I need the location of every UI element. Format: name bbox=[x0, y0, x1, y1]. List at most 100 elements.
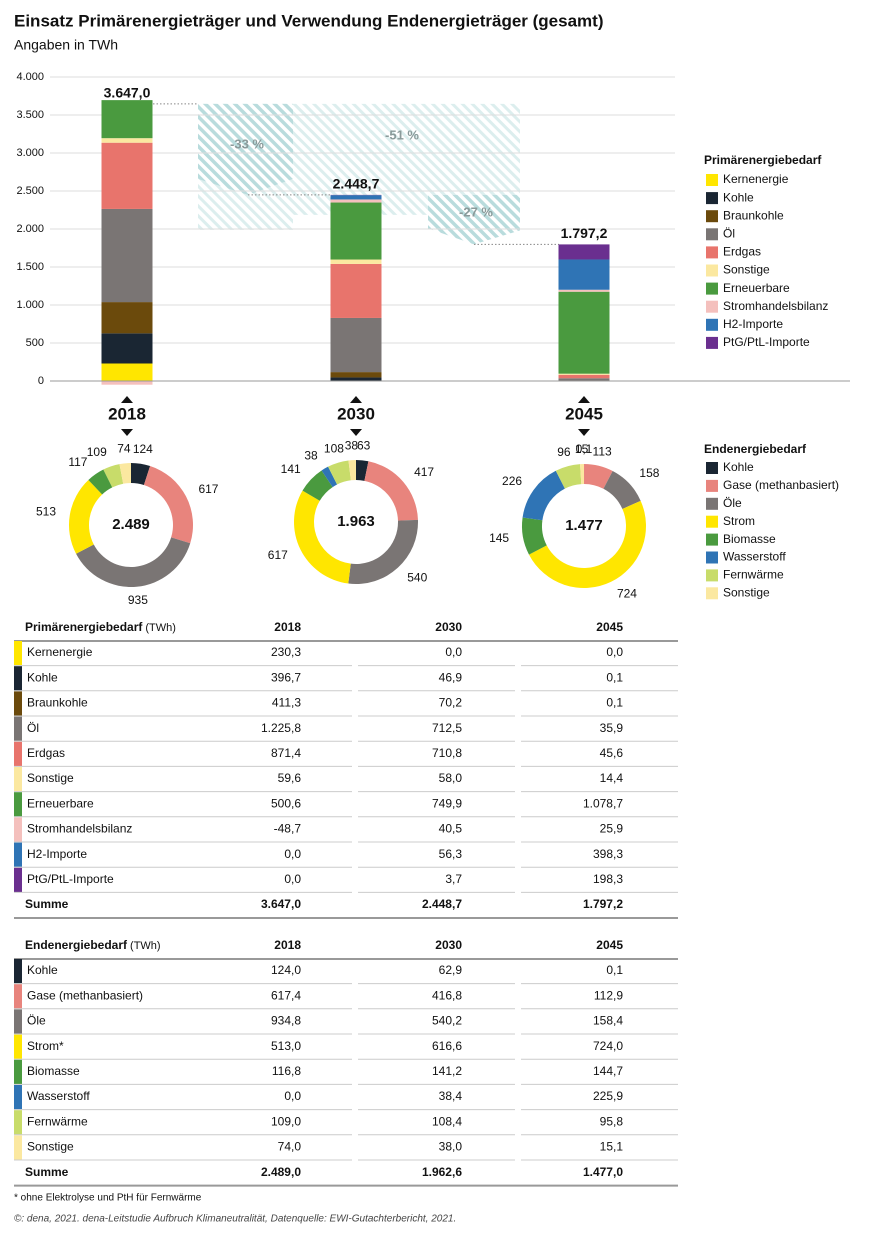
row-label: Öle bbox=[27, 1014, 46, 1028]
table-cell: 158,4 bbox=[593, 1014, 623, 1028]
bar-segment bbox=[101, 208, 153, 303]
y-tick-label: 3.000 bbox=[16, 147, 44, 159]
bar-segment bbox=[330, 377, 382, 381]
donut-segment bbox=[584, 464, 613, 489]
donut-segment bbox=[364, 461, 418, 521]
table-cell: 70,2 bbox=[439, 696, 463, 710]
donut-segment bbox=[348, 460, 356, 481]
bar-segment bbox=[558, 259, 610, 290]
bar-segment bbox=[330, 372, 382, 378]
bar-segment bbox=[558, 291, 610, 374]
annotation: -51 % bbox=[385, 127, 419, 142]
row-label: Fernwärme bbox=[27, 1114, 88, 1128]
table-title: Primärenergiebedarf (TWh) bbox=[25, 620, 176, 634]
donut-segment bbox=[88, 469, 113, 495]
table-cell: 724,0 bbox=[593, 1039, 623, 1053]
table-cell: 398,3 bbox=[593, 847, 623, 861]
legend-label: Erdgas bbox=[723, 245, 761, 259]
total-label: 1.797,2 bbox=[561, 225, 608, 241]
row-label: PtG/PtL-Importe bbox=[27, 872, 114, 886]
donut-value-label: 117 bbox=[68, 455, 87, 469]
table-cell: 3.647,0 bbox=[261, 897, 301, 911]
table-title-text: Endenergiebedarf bbox=[25, 938, 128, 952]
table-cell: 617,4 bbox=[271, 988, 301, 1002]
table-cell: 0,1 bbox=[606, 670, 623, 684]
row-label: Sonstige bbox=[27, 1140, 74, 1154]
table-cell: 712,5 bbox=[432, 721, 462, 735]
table-unit: (TWh) bbox=[145, 622, 176, 634]
legend-label: Strom bbox=[723, 514, 755, 528]
table-cell: 0,0 bbox=[445, 645, 462, 659]
row-swatch bbox=[14, 1059, 22, 1084]
row-label: Summe bbox=[25, 1165, 69, 1179]
donut-segment bbox=[356, 460, 369, 481]
row-swatch bbox=[14, 817, 22, 842]
legend-swatch bbox=[706, 479, 718, 492]
bar-segment bbox=[101, 302, 153, 334]
donut-segment bbox=[555, 464, 582, 489]
annotation: -33 % bbox=[230, 136, 264, 151]
legend-label: Wasserstoff bbox=[723, 550, 786, 564]
column-header: 2018 bbox=[274, 620, 301, 634]
row-swatch bbox=[14, 842, 22, 867]
legend-label: Fernwärme bbox=[723, 568, 784, 582]
table-cell: 46,9 bbox=[439, 670, 463, 684]
table-cell: 411,3 bbox=[272, 696, 301, 710]
row-label: Sonstige bbox=[27, 771, 74, 785]
table-cell: 0,0 bbox=[606, 645, 623, 659]
y-tick-label: 1.000 bbox=[16, 299, 44, 311]
donut-segment bbox=[302, 470, 333, 501]
table-cell: 74,0 bbox=[278, 1140, 302, 1154]
row-label: H2-Importe bbox=[27, 847, 87, 861]
table-cell: 513,0 bbox=[271, 1039, 301, 1053]
row-swatch bbox=[14, 767, 22, 792]
table-unit: (TWh) bbox=[130, 940, 161, 952]
donut-value-label: 0,1 bbox=[576, 442, 593, 456]
legend-swatch bbox=[706, 264, 718, 277]
donut-value-label: 38 bbox=[304, 449, 318, 463]
table-cell: 124,0 bbox=[271, 963, 301, 977]
table-cell: 59,6 bbox=[278, 771, 302, 785]
table-cell: -48,7 bbox=[274, 822, 302, 836]
table-cell: 540,2 bbox=[432, 1014, 462, 1028]
legend-label: Braunkohle bbox=[723, 208, 784, 222]
table-cell: 144,7 bbox=[593, 1064, 623, 1078]
legend-swatch bbox=[706, 462, 718, 474]
arrow-down bbox=[578, 429, 590, 436]
table-cell: 0,0 bbox=[284, 872, 301, 886]
column-header: 2030 bbox=[435, 620, 462, 634]
table-cell: 0,1 bbox=[606, 963, 623, 977]
table-cell: 35,9 bbox=[600, 721, 624, 735]
comparison-area bbox=[428, 194, 520, 245]
table-cell: 58,0 bbox=[439, 771, 463, 785]
table-cell: 1.078,7 bbox=[583, 796, 623, 810]
table-cell: 45,6 bbox=[600, 746, 624, 760]
arrow-up bbox=[578, 396, 590, 403]
column-header: 2045 bbox=[596, 620, 623, 634]
y-tick-label: 1.500 bbox=[16, 261, 44, 273]
row-label: Stromhandelsbilanz bbox=[27, 822, 132, 836]
table-cell: 198,3 bbox=[593, 872, 623, 886]
table-cell: 710,8 bbox=[432, 746, 462, 760]
row-swatch bbox=[14, 1009, 22, 1034]
donut-value-label: 617 bbox=[268, 548, 288, 562]
row-label: Öl bbox=[27, 721, 39, 735]
bar-segment bbox=[101, 333, 153, 364]
table-cell: 396,7 bbox=[271, 670, 301, 684]
donut-segment bbox=[103, 464, 124, 488]
bar-segment bbox=[101, 381, 153, 385]
table-cell: 95,8 bbox=[600, 1114, 624, 1128]
table-cell: 0,0 bbox=[284, 1089, 301, 1103]
donut-value-label: 540 bbox=[407, 570, 427, 584]
legend-swatch bbox=[706, 497, 718, 510]
x-tick-label: 2030 bbox=[337, 404, 375, 423]
donut-segment bbox=[143, 466, 193, 544]
donut-segment bbox=[528, 500, 646, 588]
donut-value-label: 226 bbox=[502, 474, 522, 488]
donut-value-label: 935 bbox=[128, 593, 148, 607]
legend-swatch bbox=[706, 551, 718, 564]
title: Einsatz Primärenergieträger und Verwendu… bbox=[14, 11, 604, 30]
legend-label: Stromhandelsbilanz bbox=[723, 299, 828, 313]
table-cell: 14,4 bbox=[600, 771, 624, 785]
